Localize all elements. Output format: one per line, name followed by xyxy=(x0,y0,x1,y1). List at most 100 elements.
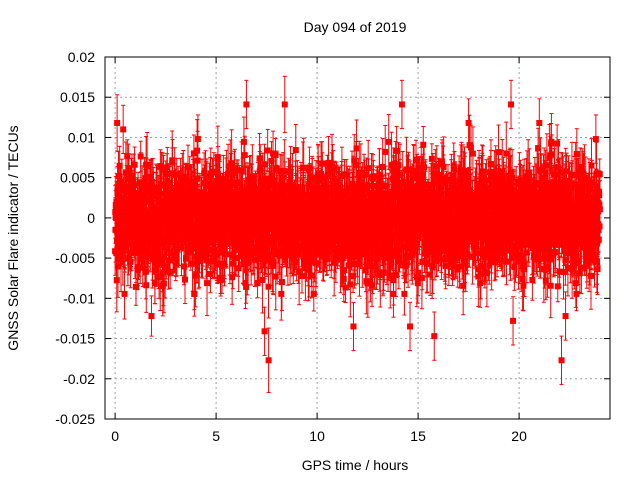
data-point xyxy=(318,186,325,193)
data-point xyxy=(219,261,226,268)
data-point xyxy=(248,178,255,185)
y-tick-label: 0.02 xyxy=(68,49,95,65)
data-point xyxy=(284,251,291,258)
data-point xyxy=(180,263,187,270)
data-point xyxy=(124,153,131,160)
data-point xyxy=(182,237,189,244)
data-point xyxy=(237,211,244,218)
x-tick-label: 10 xyxy=(309,428,325,444)
data-point xyxy=(116,228,123,235)
data-point xyxy=(211,206,218,213)
data-point xyxy=(194,147,201,154)
data-point xyxy=(166,257,173,264)
data-point xyxy=(306,164,313,171)
data-point xyxy=(169,159,176,166)
data-point xyxy=(113,250,120,257)
data-point xyxy=(254,280,261,287)
data-point xyxy=(266,233,273,240)
data-point xyxy=(160,280,167,287)
data-point xyxy=(265,224,272,231)
data-point xyxy=(115,173,122,180)
ticks-layer: -0.025 -0.02 -0.015 -0.01 -0.005 0 0.005 0.01 0.… xyxy=(55,49,610,444)
data-point xyxy=(217,213,224,220)
data-point xyxy=(221,246,228,253)
data-point xyxy=(191,290,198,297)
data-point xyxy=(257,241,264,248)
data-point xyxy=(273,189,280,196)
data-layer xyxy=(112,75,603,393)
data-point xyxy=(160,269,167,276)
x-tick-label: 5 xyxy=(212,428,220,444)
data-point xyxy=(204,280,211,287)
data-point xyxy=(242,280,249,287)
data-point xyxy=(155,260,162,267)
data-point xyxy=(292,146,299,153)
y-tick-label: -0.005 xyxy=(55,250,95,266)
data-point xyxy=(131,161,138,168)
data-point xyxy=(129,186,136,193)
data-point xyxy=(192,185,199,192)
x-tick-label: 20 xyxy=(511,428,527,444)
data-point xyxy=(121,290,128,297)
y-tick-label: 0.015 xyxy=(60,89,95,105)
data-point xyxy=(189,260,196,267)
data-point xyxy=(289,244,296,251)
data-point xyxy=(308,242,315,249)
data-point xyxy=(228,160,235,167)
data-point xyxy=(217,277,224,284)
data-point xyxy=(272,151,279,158)
y-tick-label: -0.02 xyxy=(63,371,95,387)
data-point xyxy=(240,207,247,214)
data-point xyxy=(219,185,226,192)
data-point xyxy=(130,182,137,189)
data-point xyxy=(208,219,215,226)
data-point xyxy=(270,237,277,244)
data-point xyxy=(191,191,198,198)
data-point xyxy=(210,201,217,208)
data-point xyxy=(162,263,169,270)
data-point xyxy=(262,175,269,182)
data-point xyxy=(206,183,213,190)
data-point xyxy=(265,283,272,290)
data-point xyxy=(308,272,315,279)
data-point xyxy=(299,272,306,279)
y-tick-label: -0.01 xyxy=(63,290,95,306)
data-point xyxy=(178,243,185,250)
data-point xyxy=(305,218,312,225)
data-point xyxy=(185,164,192,171)
data-point xyxy=(167,269,174,276)
data-point xyxy=(142,214,149,221)
data-point xyxy=(155,233,162,240)
data-point xyxy=(300,164,307,171)
data-point xyxy=(157,273,164,280)
data-point xyxy=(182,255,189,262)
data-point xyxy=(177,187,184,194)
data-point xyxy=(232,242,239,249)
data-point xyxy=(235,246,242,253)
data-point xyxy=(114,263,121,270)
data-point xyxy=(285,220,292,227)
data-point xyxy=(240,260,247,267)
data-point xyxy=(113,277,120,284)
data-point xyxy=(245,258,252,265)
data-point xyxy=(201,170,208,177)
data-point xyxy=(156,189,163,196)
chart-title: Day 094 of 2019 xyxy=(304,19,407,35)
data-point xyxy=(139,256,146,263)
data-point xyxy=(263,198,270,205)
data-point xyxy=(181,276,188,283)
data-point xyxy=(181,223,188,230)
data-point xyxy=(121,224,128,231)
data-point xyxy=(190,150,197,157)
y-tick-label: -0.025 xyxy=(55,411,95,427)
data-point xyxy=(192,272,199,279)
x-tick-label: 15 xyxy=(410,428,426,444)
data-point xyxy=(145,182,152,189)
data-point xyxy=(282,184,289,191)
data-point xyxy=(216,179,223,186)
data-point xyxy=(220,175,227,182)
y-tick-label: -0.015 xyxy=(55,331,95,347)
data-point xyxy=(172,190,179,197)
data-point xyxy=(213,189,220,196)
